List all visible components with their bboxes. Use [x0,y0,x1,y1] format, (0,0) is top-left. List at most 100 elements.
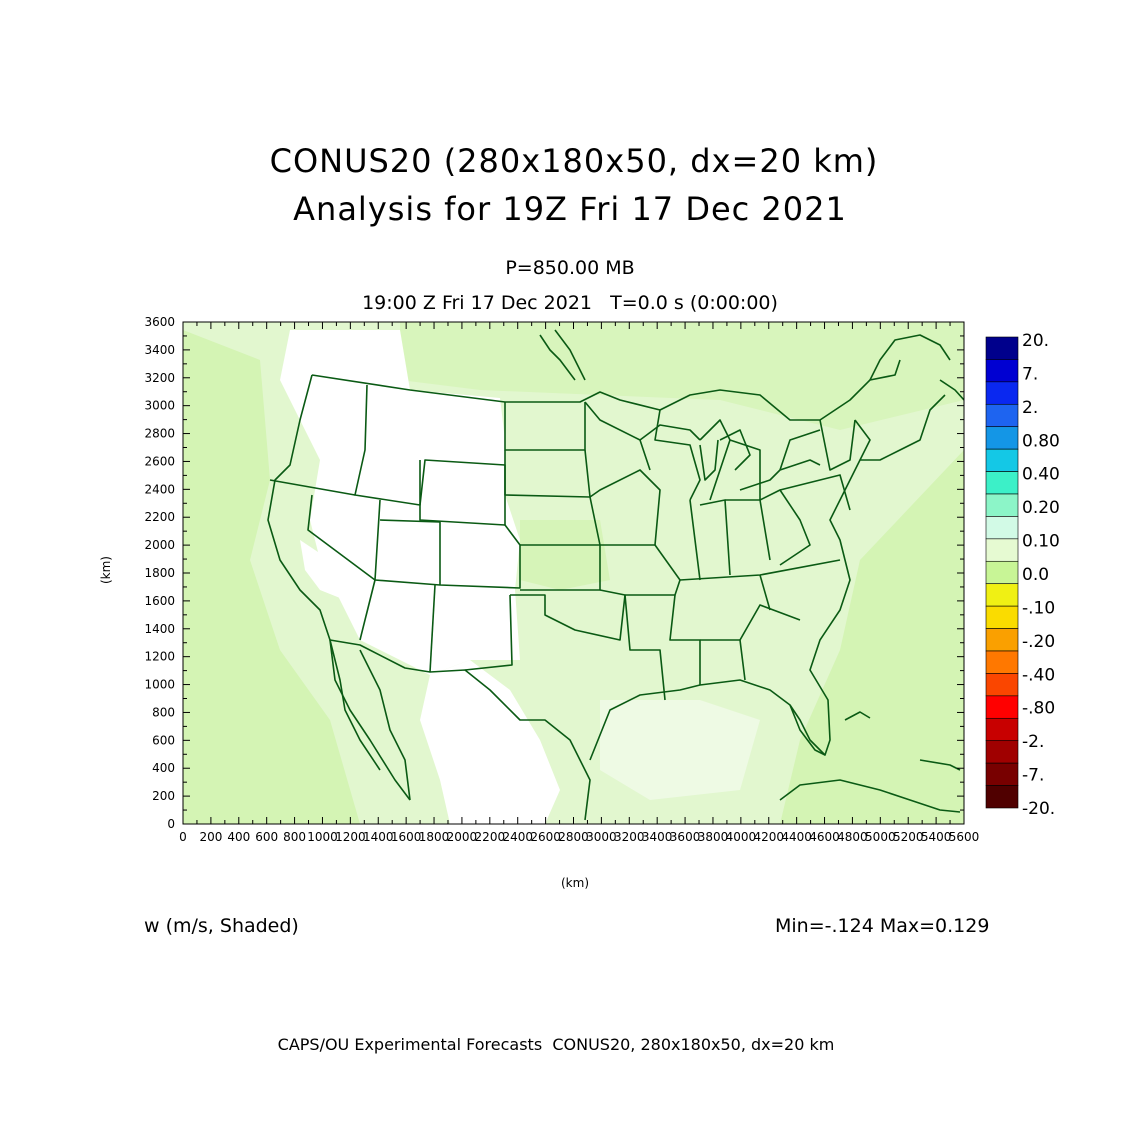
colorbar-label: 0.80 [1022,431,1060,451]
colorbar-label: -.20 [1022,632,1055,652]
x-tick-label: 4200 [753,830,784,844]
colorbar-swatch [985,336,1019,360]
x-tick-label: 1800 [419,830,450,844]
colorbar-swatch [985,628,1019,652]
y-tick-label: 1600 [144,594,175,608]
colorbar-swatch [985,650,1019,674]
colorbar-label: 20. [1022,331,1049,351]
colorbar-swatch [985,538,1019,562]
x-tick-label: 1000 [307,830,338,844]
x-tick-label: 1200 [335,830,366,844]
x-tick-label: 5400 [921,830,952,844]
colorbar-swatch [985,605,1019,629]
y-axis-ticks: 0 200 400 600 800 1000 1200 1400 1600 1800 2000 220… [144,315,964,831]
y-tick-label: 2000 [144,538,175,552]
x-tick-label: 4000 [726,830,757,844]
x-tick-label: 3800 [698,830,729,844]
x-tick-label: 200 [199,830,222,844]
field-label: w (m/s, Shaded) [144,915,299,937]
colorbar-swatch [985,381,1019,405]
y-tick-label: 3200 [144,371,175,385]
x-tick-label: 4800 [837,830,868,844]
x-tick-label: 3600 [670,830,701,844]
y-tick-label: 1800 [144,566,175,580]
colorbar-swatch [985,717,1019,742]
colorbar-label: 0.0 [1022,565,1049,585]
x-tick-label: 2200 [475,830,506,844]
y-tick-label: 0 [167,817,175,831]
y-tick-label: 2600 [144,454,175,468]
political-boundaries [267,329,964,821]
x-axis-ticks: 0 200 400 600 800 100012001400160018002000220… [179,322,979,844]
colorbar-label: 0.10 [1022,532,1060,552]
colorbar-swatch [985,695,1019,719]
x-tick-label: 1400 [363,830,394,844]
shade-region-california-white [300,540,345,600]
colorbar-label: -.40 [1022,665,1055,685]
colorbar-swatch [985,740,1019,764]
colorbar-label: 0.20 [1022,498,1060,518]
colorbar: 20. 7. 2. 0.80 0.40 0.20 0.10 0.0 -.10 -.20 -.40 -.… [985,331,1060,819]
x-tick-label: 0 [179,830,187,844]
x-tick-label: 3400 [642,830,673,844]
colorbar-label: -.80 [1022,699,1055,719]
colorbar-swatch [985,448,1019,472]
colorbar-label: -.10 [1022,598,1055,618]
y-tick-label: 3400 [144,343,175,357]
colorbar-label: 0.40 [1022,465,1060,485]
colorbar-swatch [985,762,1019,786]
x-axis-label: (km) [561,876,590,890]
pressure-level-label: P=850.00 MB [505,257,635,279]
y-tick-label: 600 [152,733,175,747]
colorbar-swatch [985,560,1019,585]
colorbar-label: -2. [1022,732,1044,752]
x-tick-label: 5200 [893,830,924,844]
y-tick-label: 3600 [144,315,175,329]
min-max-label: Min=-.124 Max=0.129 [775,915,990,937]
colorbar-swatch [985,673,1019,697]
y-tick-label: 1200 [144,650,175,664]
x-tick-label: 2000 [447,830,478,844]
x-tick-label: 2800 [558,830,589,844]
y-tick-label: 200 [152,789,175,803]
colorbar-swatch [985,403,1019,428]
y-tick-label: 1400 [144,622,175,636]
y-tick-label: 2400 [144,482,175,496]
map-panel [183,322,964,824]
y-axis-label: (km) [99,555,114,585]
y-tick-label: 1000 [144,678,175,692]
x-tick-label: 4400 [781,830,812,844]
valid-time-label: 19:00 Z Fri 17 Dec 2021 T=0.0 s (0:00:00… [362,292,778,314]
colorbar-swatch [985,516,1019,540]
title-line-1: CONUS20 (280x180x50, dx=20 km) [269,142,879,180]
y-tick-label: 2200 [144,510,175,524]
footer-credit: CAPS/OU Experimental Forecasts CONUS20, … [277,1035,835,1054]
colorbar-swatch [985,359,1019,383]
x-tick-label: 5000 [865,830,896,844]
colorbar-swatch [985,493,1019,517]
colorbar-label: -20. [1022,799,1055,819]
shade-region-west-ocean [183,330,360,824]
x-tick-label: 5600 [949,830,980,844]
x-tick-label: 3200 [614,830,645,844]
colorbar-label: -7. [1022,766,1044,786]
title-line-2: Analysis for 19Z Fri 17 Dec 2021 [293,190,847,228]
x-tick-label: 800 [283,830,306,844]
colorbar-swatch [985,785,1019,809]
y-tick-label: 400 [152,761,175,775]
y-tick-label: 800 [152,705,175,719]
shade-region-atlantic [780,450,964,824]
colorbar-label: 7. [1022,364,1038,384]
shade-region-plains [520,520,610,590]
y-tick-label: 3000 [144,399,175,413]
x-tick-label: 1600 [391,830,422,844]
x-tick-label: 4600 [809,830,840,844]
x-tick-label: 600 [255,830,278,844]
colorbar-swatch [985,471,1019,495]
colorbar-swatch [985,583,1019,607]
x-tick-label: 2600 [530,830,561,844]
x-tick-label: 3000 [586,830,617,844]
shade-region-mexico-white [420,660,560,824]
y-tick-label: 2800 [144,427,175,441]
